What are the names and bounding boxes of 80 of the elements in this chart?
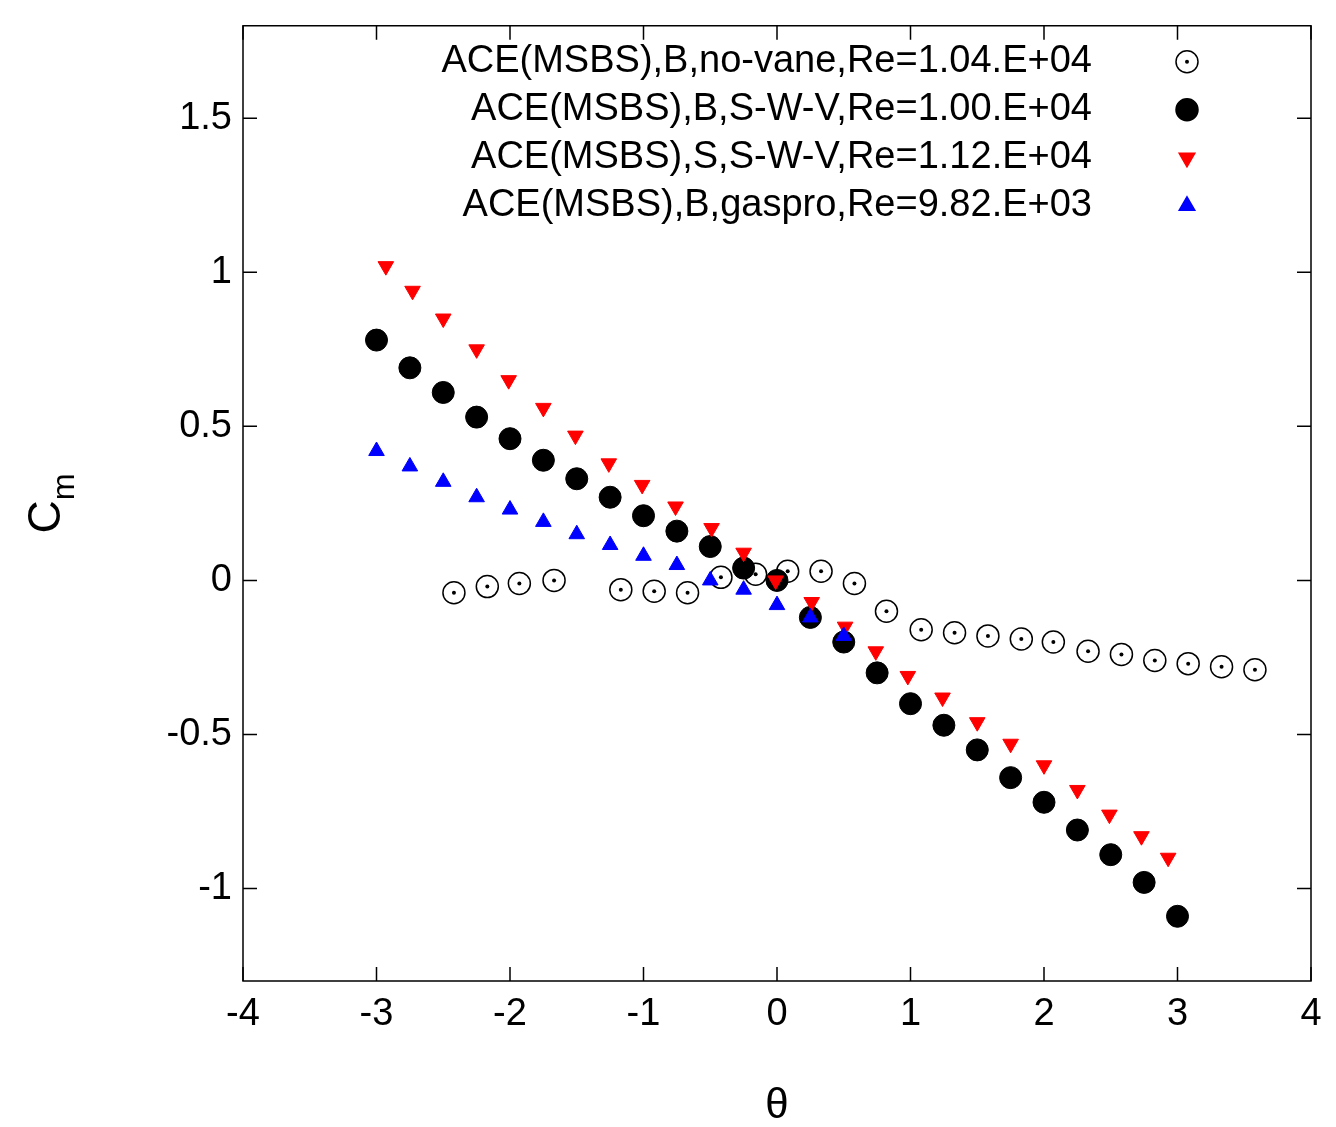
point bbox=[398, 356, 422, 380]
point bbox=[665, 519, 689, 543]
point bbox=[507, 571, 532, 596]
legend-label: ACE(MSBS),B,gaspro,Re=9.82.E+03 bbox=[462, 182, 1092, 225]
point bbox=[842, 571, 867, 596]
point bbox=[642, 579, 666, 603]
y-tick-label: 0.5 bbox=[179, 402, 232, 445]
x-tick-label: -3 bbox=[359, 991, 394, 1034]
y-axis-title: Cm bbox=[18, 473, 81, 534]
point bbox=[899, 692, 922, 716]
x-tick-label: 1 bbox=[899, 991, 922, 1034]
x-axis-title: θ bbox=[765, 1080, 789, 1127]
point bbox=[1041, 630, 1066, 654]
point bbox=[809, 559, 833, 583]
point bbox=[431, 380, 455, 404]
point bbox=[1143, 648, 1167, 673]
point bbox=[542, 568, 566, 593]
y-tick-label: -1 bbox=[198, 865, 232, 908]
point bbox=[999, 766, 1023, 790]
point bbox=[365, 328, 388, 352]
point bbox=[632, 504, 655, 528]
point bbox=[899, 670, 917, 686]
point bbox=[667, 501, 684, 516]
point bbox=[1132, 870, 1156, 894]
x-tick-label: 0 bbox=[766, 991, 788, 1034]
point bbox=[567, 430, 584, 446]
point bbox=[909, 617, 933, 642]
point bbox=[565, 467, 589, 491]
y-tick-label: 1 bbox=[210, 248, 232, 291]
point bbox=[600, 458, 618, 473]
point bbox=[535, 402, 552, 418]
point bbox=[1109, 642, 1134, 667]
point bbox=[942, 621, 967, 645]
x-tick-label: -1 bbox=[626, 991, 661, 1034]
point bbox=[732, 556, 756, 580]
point bbox=[598, 485, 622, 509]
y-tick-label: 1.5 bbox=[179, 94, 232, 137]
point bbox=[1032, 790, 1056, 814]
x-tick-label: 3 bbox=[1166, 991, 1189, 1034]
point bbox=[1099, 843, 1123, 867]
point bbox=[709, 565, 733, 590]
point bbox=[976, 624, 1000, 648]
point bbox=[1166, 904, 1189, 928]
y-tick-label: -0.5 bbox=[166, 710, 232, 753]
point bbox=[442, 581, 466, 605]
point bbox=[865, 661, 889, 685]
point bbox=[932, 713, 956, 737]
point bbox=[867, 646, 885, 661]
point bbox=[965, 738, 989, 762]
point bbox=[735, 547, 752, 563]
point bbox=[1009, 627, 1034, 651]
point bbox=[498, 427, 522, 451]
point bbox=[465, 405, 489, 429]
point bbox=[1065, 818, 1089, 842]
legend-label: ACE(MSBS),S,S-W-V,Re=1.12.E+04 bbox=[471, 134, 1092, 177]
point bbox=[609, 577, 633, 602]
x-tick-label: 2 bbox=[1033, 991, 1055, 1034]
point bbox=[698, 535, 722, 559]
y-tick-label: 0 bbox=[210, 556, 232, 599]
legend-label: ACE(MSBS),B,S-W-V,Re=1.00.E+04 bbox=[471, 86, 1092, 129]
point bbox=[1209, 654, 1234, 679]
point bbox=[500, 375, 517, 390]
point bbox=[475, 574, 500, 599]
point bbox=[1243, 658, 1267, 682]
point bbox=[874, 599, 899, 623]
point bbox=[743, 562, 768, 587]
point bbox=[1076, 639, 1100, 664]
x-tick-label: -2 bbox=[493, 991, 527, 1034]
point bbox=[775, 559, 800, 583]
point bbox=[1176, 651, 1200, 676]
point bbox=[434, 313, 452, 329]
x-tick-label: -4 bbox=[226, 991, 260, 1034]
legend-label: ACE(MSBS),B,no-vane,Re=1.04.E+04 bbox=[441, 38, 1092, 81]
point bbox=[404, 285, 421, 301]
point bbox=[468, 344, 485, 359]
point bbox=[675, 581, 700, 605]
x-tick-label: 4 bbox=[1300, 991, 1322, 1034]
point bbox=[531, 448, 555, 472]
point bbox=[377, 261, 395, 276]
point bbox=[633, 479, 651, 495]
